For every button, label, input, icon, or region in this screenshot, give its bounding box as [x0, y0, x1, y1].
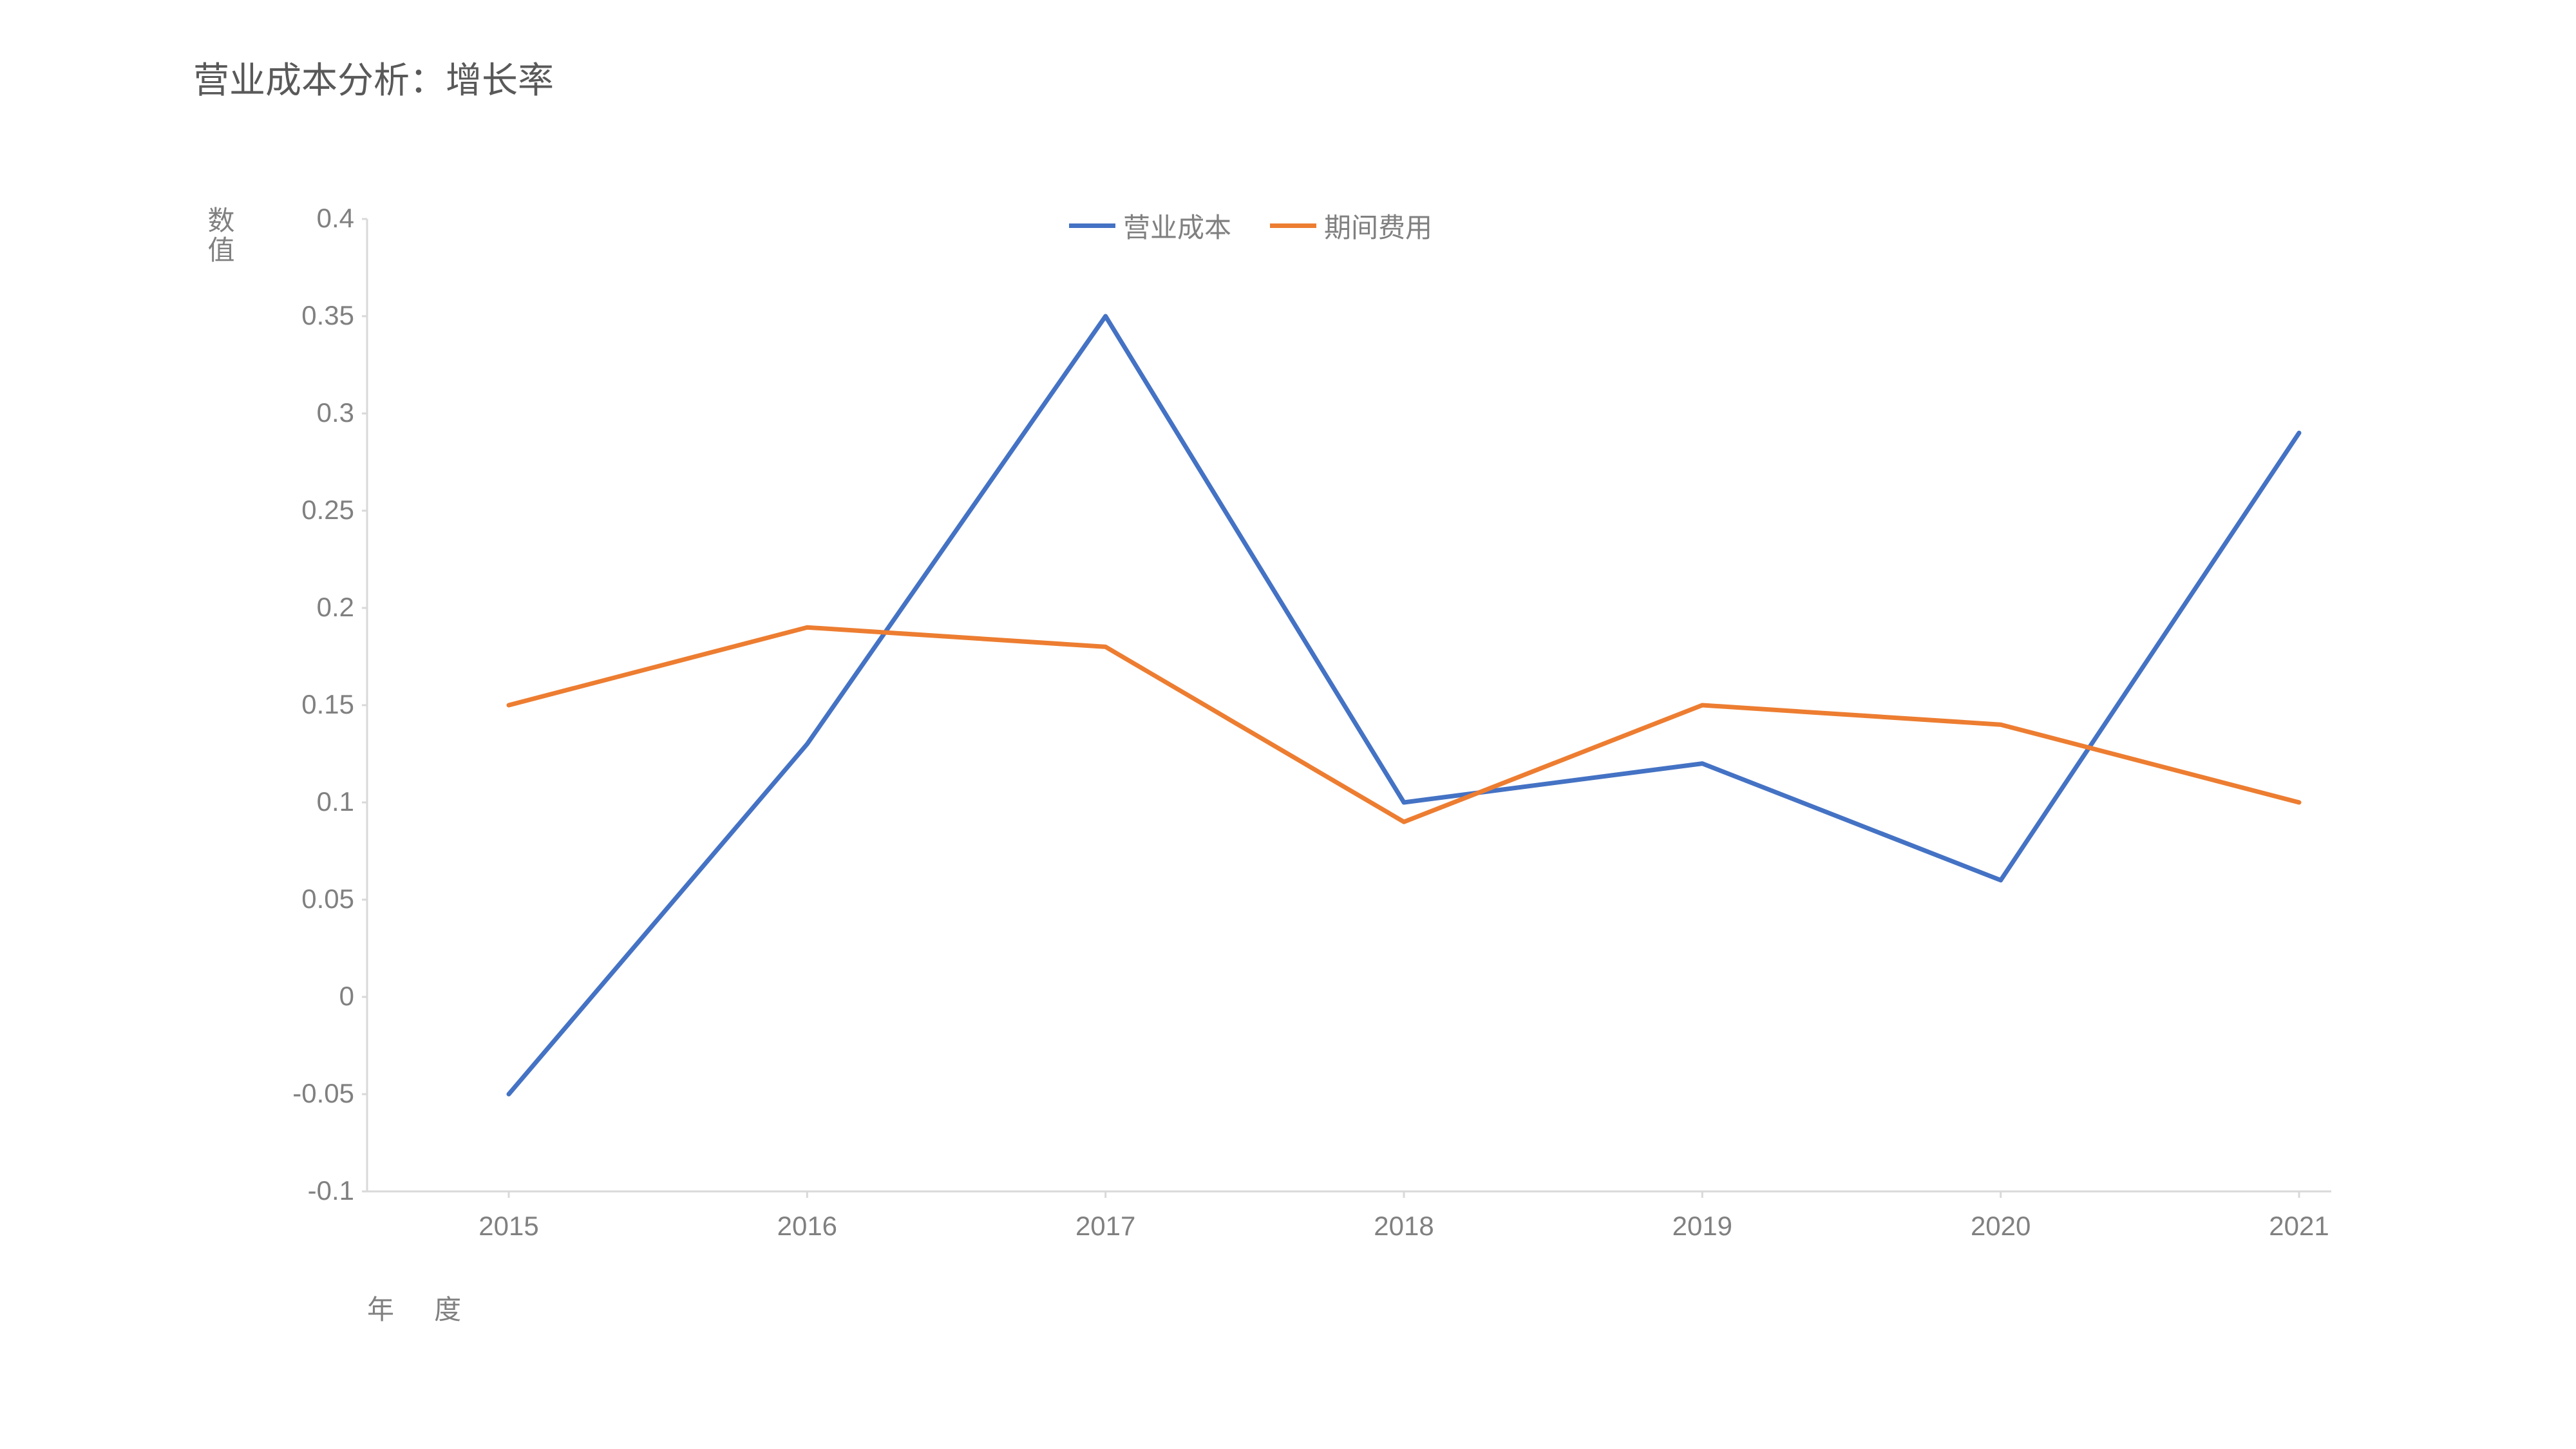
- x-tick-label: 2018: [1352, 1211, 1455, 1242]
- y-tick-label: 0.2: [277, 592, 354, 623]
- y-tick-label: 0.1: [277, 786, 354, 817]
- y-tick-label: 0.25: [277, 495, 354, 526]
- y-tick-label: 0: [277, 981, 354, 1012]
- x-axis-title: 年 度: [367, 1288, 477, 1327]
- x-tick-label: 2019: [1651, 1211, 1754, 1242]
- chart-title: 营业成本分析：增长率: [193, 52, 554, 104]
- y-tick-label: 0.4: [277, 203, 354, 234]
- x-tick-label: 2016: [755, 1211, 858, 1242]
- y-tick-label: 0.05: [277, 884, 354, 914]
- plot-area: [361, 206, 2454, 1204]
- x-tick-label: 2021: [2248, 1211, 2351, 1242]
- y-tick-label: -0.05: [277, 1078, 354, 1109]
- chart-container: 营业成本分析：增长率 数值 年 度 营业成本 期间费用 -0.1-0.0500.…: [0, 0, 2576, 1449]
- y-axis-title: 数值: [200, 206, 239, 265]
- y-tick-label: 0.15: [277, 689, 354, 720]
- x-tick-label: 2015: [457, 1211, 560, 1242]
- y-tick-label: 0.35: [277, 300, 354, 331]
- y-tick-label: -0.1: [277, 1175, 354, 1206]
- x-tick-label: 2020: [1949, 1211, 2052, 1242]
- x-tick-label: 2017: [1054, 1211, 1157, 1242]
- y-tick-label: 0.3: [277, 397, 354, 428]
